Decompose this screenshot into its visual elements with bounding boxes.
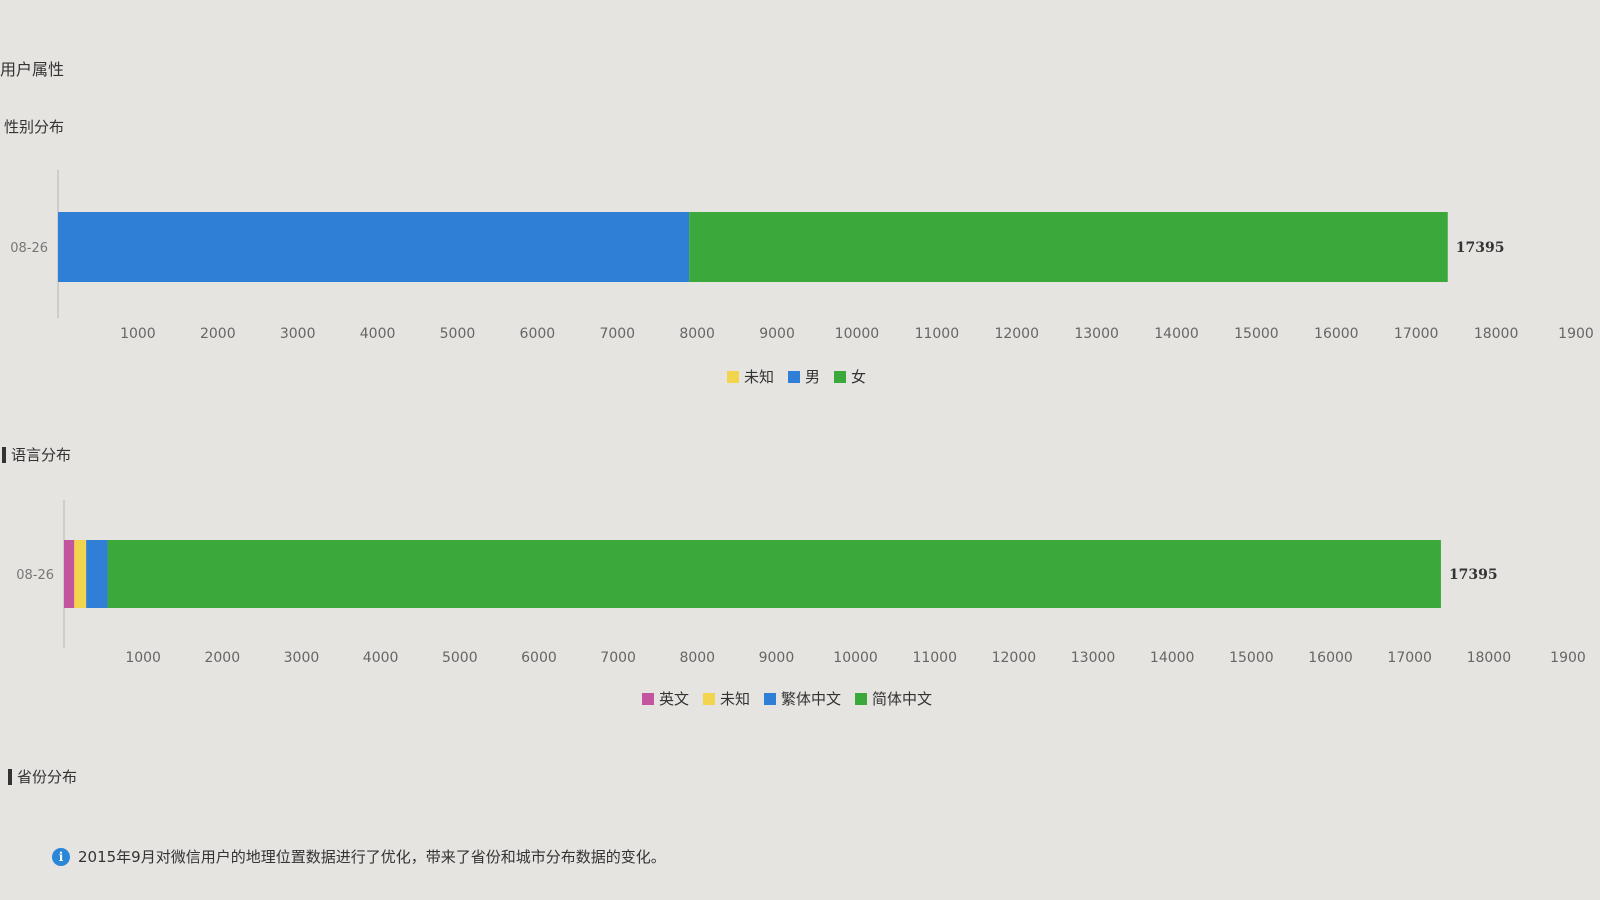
category-label: 08-26: [10, 241, 48, 256]
bar-segment-3[interactable]: [689, 212, 1448, 282]
legend-item[interactable]: 未知: [703, 688, 750, 709]
x-tick-label: 10000: [835, 326, 880, 342]
x-tick-label: 2000: [200, 326, 236, 342]
x-tick-label: 16000: [1308, 650, 1353, 666]
x-tick-label: 18000: [1474, 326, 1519, 342]
legend-swatch: [764, 692, 777, 705]
legend-item[interactable]: 女: [834, 366, 866, 387]
x-tick-label: 17000: [1394, 326, 1439, 342]
legend-swatch: [834, 370, 847, 383]
x-tick-label: 11000: [912, 650, 957, 666]
x-tick-label: 1900: [1558, 326, 1594, 342]
notice: i 2015年9月对微信用户的地理位置数据进行了优化，带来了省份和城市分布数据的…: [52, 846, 666, 867]
notice-text: 2015年9月对微信用户的地理位置数据进行了优化，带来了省份和城市分布数据的变化…: [78, 848, 666, 866]
gender-section-heading: 性别分布: [4, 116, 64, 137]
x-tick-label: 1900: [1550, 650, 1586, 666]
legend-label: 男: [805, 368, 821, 386]
bar-segment-1[interactable]: [64, 540, 75, 608]
info-icon: i: [52, 847, 70, 866]
x-tick-label: 5000: [440, 326, 476, 342]
legend-item[interactable]: 未知: [727, 366, 774, 387]
x-tick-label: 8000: [679, 650, 715, 666]
x-tick-label: 15000: [1229, 650, 1274, 666]
total-label: 17395: [1449, 567, 1498, 583]
x-tick-label: 4000: [363, 650, 399, 666]
x-tick-label: 9000: [759, 326, 795, 342]
bar-segment-2[interactable]: [58, 212, 690, 282]
legend-item[interactable]: 男: [788, 366, 820, 387]
x-tick-label: 7000: [599, 326, 635, 342]
language-section-heading: 语言分布: [2, 444, 71, 465]
legend-item[interactable]: 繁体中文: [764, 688, 841, 709]
x-tick-label: 17000: [1387, 650, 1432, 666]
x-tick-label: 1000: [125, 650, 161, 666]
x-tick-label: 8000: [679, 326, 715, 342]
gender-chart: 08-26 17395 1000 2000 3000 4000 5000 6000 7000 80…: [10, 170, 1594, 342]
legend-swatch: [642, 692, 654, 705]
x-tick-label: 15000: [1234, 326, 1279, 342]
province-section-label: 省份分布: [17, 768, 78, 786]
gender-legend[interactable]: 未知 男 女: [727, 366, 866, 387]
legend-label: 女: [851, 368, 867, 386]
x-tick-label: 14000: [1154, 326, 1199, 342]
x-tick-label: 12000: [994, 326, 1039, 342]
legend-label: 未知: [744, 368, 775, 386]
bar-segment-3[interactable]: [86, 540, 108, 608]
province-section-heading: 省份分布: [8, 766, 77, 787]
gender-section-label: 性别分布: [4, 118, 65, 136]
x-tick-label: 12000: [992, 650, 1037, 666]
x-tick-label: 16000: [1314, 326, 1359, 342]
legend-swatch: [727, 370, 739, 383]
x-tick-label: 5000: [442, 650, 478, 666]
x-tick-label: 1000: [120, 326, 156, 342]
page-title: 用户属性: [0, 60, 65, 79]
category-label: 08-26: [16, 568, 54, 583]
x-tick-label: 4000: [360, 326, 396, 342]
language-chart: 08-26 17395 1000 2000 3000 4000 5000 6000 7000 80…: [16, 500, 1586, 666]
x-tick-label: 10000: [833, 650, 878, 666]
legend-swatch: [788, 370, 801, 383]
x-tick-label: 13000: [1074, 326, 1119, 342]
x-tick-label: 18000: [1467, 650, 1512, 666]
bar-segment-2[interactable]: [74, 540, 87, 608]
x-tick-label: 7000: [600, 650, 636, 666]
x-tick-label: 3000: [284, 650, 320, 666]
legend-item[interactable]: 英文: [642, 688, 689, 709]
legend-label: 未知: [720, 690, 751, 708]
legend-label: 英文: [659, 690, 690, 708]
x-tick-label: 13000: [1071, 650, 1116, 666]
legend-label: 简体中文: [872, 690, 933, 708]
x-tick-label: 9000: [759, 650, 795, 666]
total-label: 17395: [1456, 240, 1505, 256]
x-tick-label: 2000: [204, 650, 240, 666]
x-tick-label: 11000: [915, 326, 960, 342]
x-tick-label: 6000: [521, 650, 557, 666]
x-tick-label: 6000: [520, 326, 556, 342]
legend-item[interactable]: 简体中文: [855, 688, 932, 709]
legend-swatch: [855, 692, 868, 705]
bar-segment-4[interactable]: [107, 540, 1441, 608]
section-marker: [8, 768, 12, 785]
x-tick-label: 14000: [1150, 650, 1195, 666]
legend-swatch: [703, 692, 716, 705]
language-section-label: 语言分布: [11, 446, 72, 464]
legend-label: 繁体中文: [781, 690, 842, 708]
section-marker: [2, 446, 6, 463]
language-legend[interactable]: 英文 未知 繁体中文 简体中文: [642, 688, 932, 709]
x-tick-label: 3000: [280, 326, 316, 342]
